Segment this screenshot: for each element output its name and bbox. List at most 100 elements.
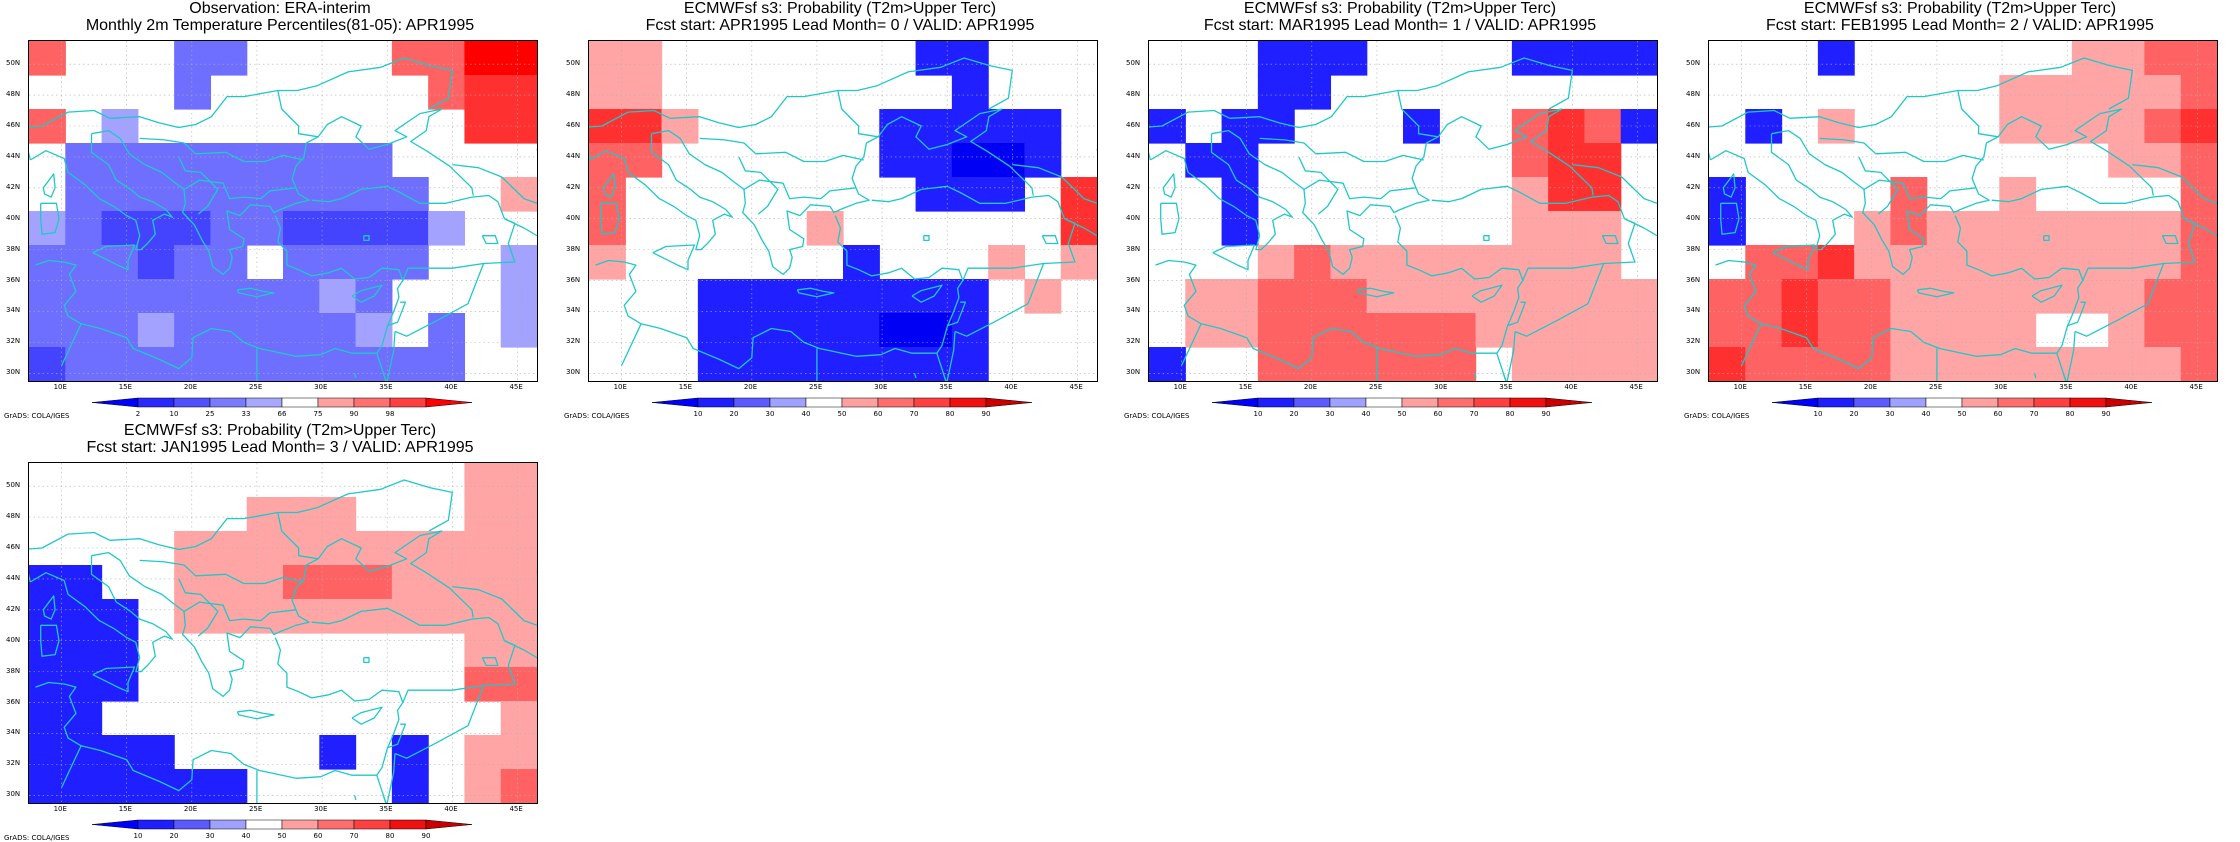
colorbar-tick-label: 20	[1850, 410, 1859, 418]
grid-cell	[391, 41, 429, 76]
colorbar-tick-label: 10	[1814, 410, 1823, 418]
coastline	[183, 601, 297, 622]
coastline	[913, 373, 917, 379]
grid-cell	[355, 177, 393, 212]
coastline	[274, 215, 404, 354]
grid-cell	[101, 211, 139, 246]
coastline	[1473, 373, 1477, 379]
grid-cell	[391, 735, 429, 770]
lon-tick-label: 25E	[808, 383, 823, 391]
grid-cell	[1548, 279, 1586, 314]
grid-cell	[1294, 41, 1332, 76]
coastline	[1954, 215, 2084, 354]
lon-tick-label: 45E	[509, 805, 523, 813]
grid-cell	[1817, 41, 1855, 76]
coastline	[353, 373, 357, 379]
colorbar-segment	[317, 397, 355, 408]
lon-tick-label: 15E	[118, 383, 133, 391]
grid-cell	[951, 41, 989, 76]
grid-cell	[2071, 245, 2109, 280]
grid-cell	[2144, 143, 2182, 178]
panel-title: Observation: ERA-interim	[189, 0, 371, 17]
grid-cell	[1366, 245, 1404, 280]
grid-cell	[1817, 245, 1855, 280]
lat-tick-label: 46N	[6, 121, 21, 129]
lat-tick-label: 38N	[1686, 244, 1701, 253]
grid-cell	[500, 701, 537, 736]
grid-cell	[2144, 211, 2182, 246]
grid-cell	[319, 531, 357, 566]
colorbar-segment	[137, 397, 175, 408]
coastline	[1508, 301, 1527, 327]
map-frame	[1148, 40, 1658, 382]
grid-cell	[1890, 279, 1928, 314]
grid-cell	[355, 211, 393, 246]
colorbar-segment	[209, 397, 247, 408]
lat-tick-label: 44N	[566, 151, 581, 160]
grid-cell	[1620, 313, 1657, 348]
coastline	[936, 352, 947, 381]
grid-cell	[101, 143, 139, 178]
lat-tick-label: 40N	[1686, 213, 1701, 222]
grid-cell	[879, 143, 917, 178]
coastline	[388, 723, 407, 749]
coastline	[1259, 137, 1424, 163]
grid-cell	[174, 599, 212, 634]
colorbar-segment	[913, 397, 951, 408]
lon-tick-label: 20E	[183, 383, 198, 391]
grid-cell	[137, 245, 175, 280]
coastline	[1514, 263, 1605, 337]
lon-tick-label: 45E	[1629, 383, 1643, 391]
grid-cell	[464, 769, 502, 803]
lon-tick-label: 15E	[1798, 383, 1813, 391]
coastline	[743, 179, 857, 200]
colorbar-tick-label: 90	[350, 410, 359, 418]
panel-subtitle: Monthly 2m Temperature Percentiles(81-05…	[85, 17, 475, 34]
lat-tick-label: 36N	[566, 275, 581, 284]
grid-cell	[2071, 75, 2109, 110]
colorbar-segment	[1401, 397, 1439, 408]
lat-tick-label: 38N	[566, 244, 581, 253]
grid-cell	[2035, 211, 2073, 246]
grid-cell	[1024, 109, 1062, 144]
coastline	[2031, 284, 2063, 303]
grid-cell	[283, 245, 320, 280]
grid-cell	[29, 769, 66, 803]
lon-tick-label: 10E	[53, 805, 67, 813]
grid-cell	[428, 313, 466, 348]
grid-cell	[500, 109, 537, 144]
grid-cell	[951, 279, 989, 314]
grid-cell	[2180, 41, 2217, 76]
grid-cell	[2035, 75, 2073, 110]
coastline	[42, 595, 56, 620]
grid-cell	[1999, 347, 2037, 381]
coastline	[394, 263, 485, 337]
grid-cell	[1185, 279, 1223, 314]
coastline	[2033, 373, 2037, 379]
grid-cell	[770, 347, 808, 381]
grid-cell	[29, 735, 66, 770]
grid-cell	[137, 279, 175, 314]
colorbar-segment	[425, 819, 473, 830]
panel-subtitle: Fcst start: MAR1995 Lead Month= 1 / VALI…	[1203, 17, 1597, 34]
grid-cell	[1963, 245, 2000, 280]
grid-cell	[2108, 347, 2146, 381]
lat-tick-label: 32N	[6, 337, 21, 346]
grid-cell	[29, 565, 66, 600]
grid-cell	[1709, 313, 1746, 348]
grid-cell	[174, 211, 212, 246]
lat-tick-label: 34N	[1126, 306, 1141, 315]
coastline	[61, 323, 82, 366]
grid-cell	[464, 735, 502, 770]
lat-tick-label: 46N	[6, 543, 21, 551]
coastline	[2132, 163, 2217, 204]
grid-cell	[65, 633, 103, 668]
grid-cell	[1963, 211, 2000, 246]
colorbar-tick-label: 90	[2102, 410, 2111, 418]
lat-tick-label: 32N	[566, 337, 581, 346]
coastline	[837, 90, 879, 138]
colorbar-segment	[91, 397, 139, 408]
coastline	[402, 616, 516, 703]
lon-tick-label: 20E	[1303, 383, 1318, 391]
colorbar-tick-label: 2	[136, 410, 140, 418]
